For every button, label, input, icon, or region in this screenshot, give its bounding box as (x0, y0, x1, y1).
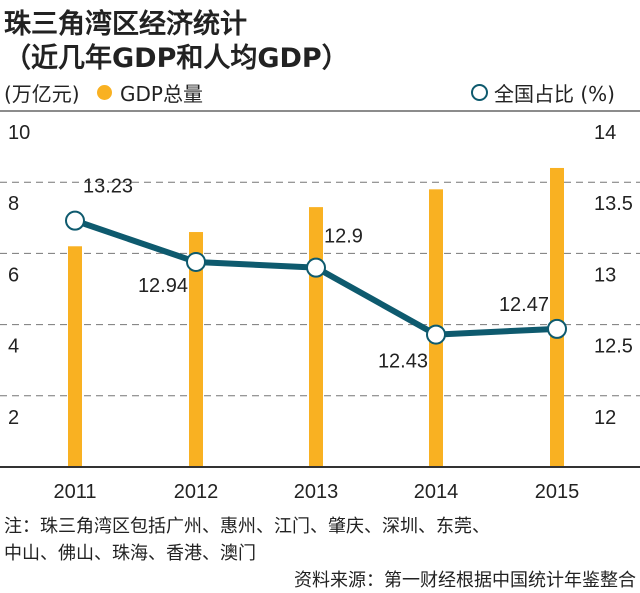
left-tick-label: 4 (8, 336, 19, 358)
data-label: 12.94 (138, 275, 188, 297)
x-tick-label: 2015 (535, 481, 580, 503)
right-tick-label: 12.5 (594, 336, 633, 358)
x-tick-label: 2014 (414, 481, 459, 503)
bar-2013 (309, 207, 323, 467)
chart-title: 珠三角湾区经济统计 (4, 9, 247, 40)
right-tick-label: 14 (594, 122, 616, 144)
right-tick-label: 12 (594, 407, 616, 429)
right-tick-label: 13.5 (594, 193, 633, 215)
note-line-1: 注：珠三角湾区包括广州、惠州、江门、肇庆、深圳、东莞、 (4, 516, 490, 537)
line-point-2015 (547, 318, 567, 339)
line-point-2012 (186, 251, 206, 272)
data-label: 12.47 (499, 294, 549, 316)
line-point-2013 (306, 257, 326, 278)
bar-2012 (189, 232, 203, 467)
note-line-2: 中山、佛山、珠海、香港、澳门 (4, 543, 256, 564)
data-label: 13.23 (83, 176, 133, 198)
bar-2015 (550, 167, 564, 467)
left-axis-unit: (万亿元) (4, 82, 80, 106)
bar-2011 (68, 246, 82, 467)
left-tick-label: 10 (8, 122, 30, 144)
legend-bar-swatch (97, 85, 112, 100)
source-note: 资料来源：第一财经根据中国统计年鉴整合 (294, 570, 636, 591)
x-tick-label: 2013 (294, 481, 339, 503)
legend-bar-label: GDP总量 (120, 82, 203, 106)
x-tick-label: 2012 (174, 481, 219, 503)
x-tick-label: 2011 (53, 481, 96, 503)
left-tick-label: 2 (8, 407, 19, 429)
right-tick-label: 13 (594, 264, 616, 286)
line-point-2011 (65, 210, 85, 231)
legend-line-label: 全国占比 (%) (494, 82, 615, 106)
legend-line-swatch (471, 84, 488, 101)
line-point-2014 (426, 324, 446, 345)
chart-subtitle: （近几年GDP和人均GDP） (4, 43, 349, 74)
data-label: 12.9 (324, 226, 363, 248)
left-tick-label: 6 (8, 264, 19, 286)
left-tick-label: 8 (8, 193, 19, 215)
data-label: 12.43 (378, 351, 428, 373)
